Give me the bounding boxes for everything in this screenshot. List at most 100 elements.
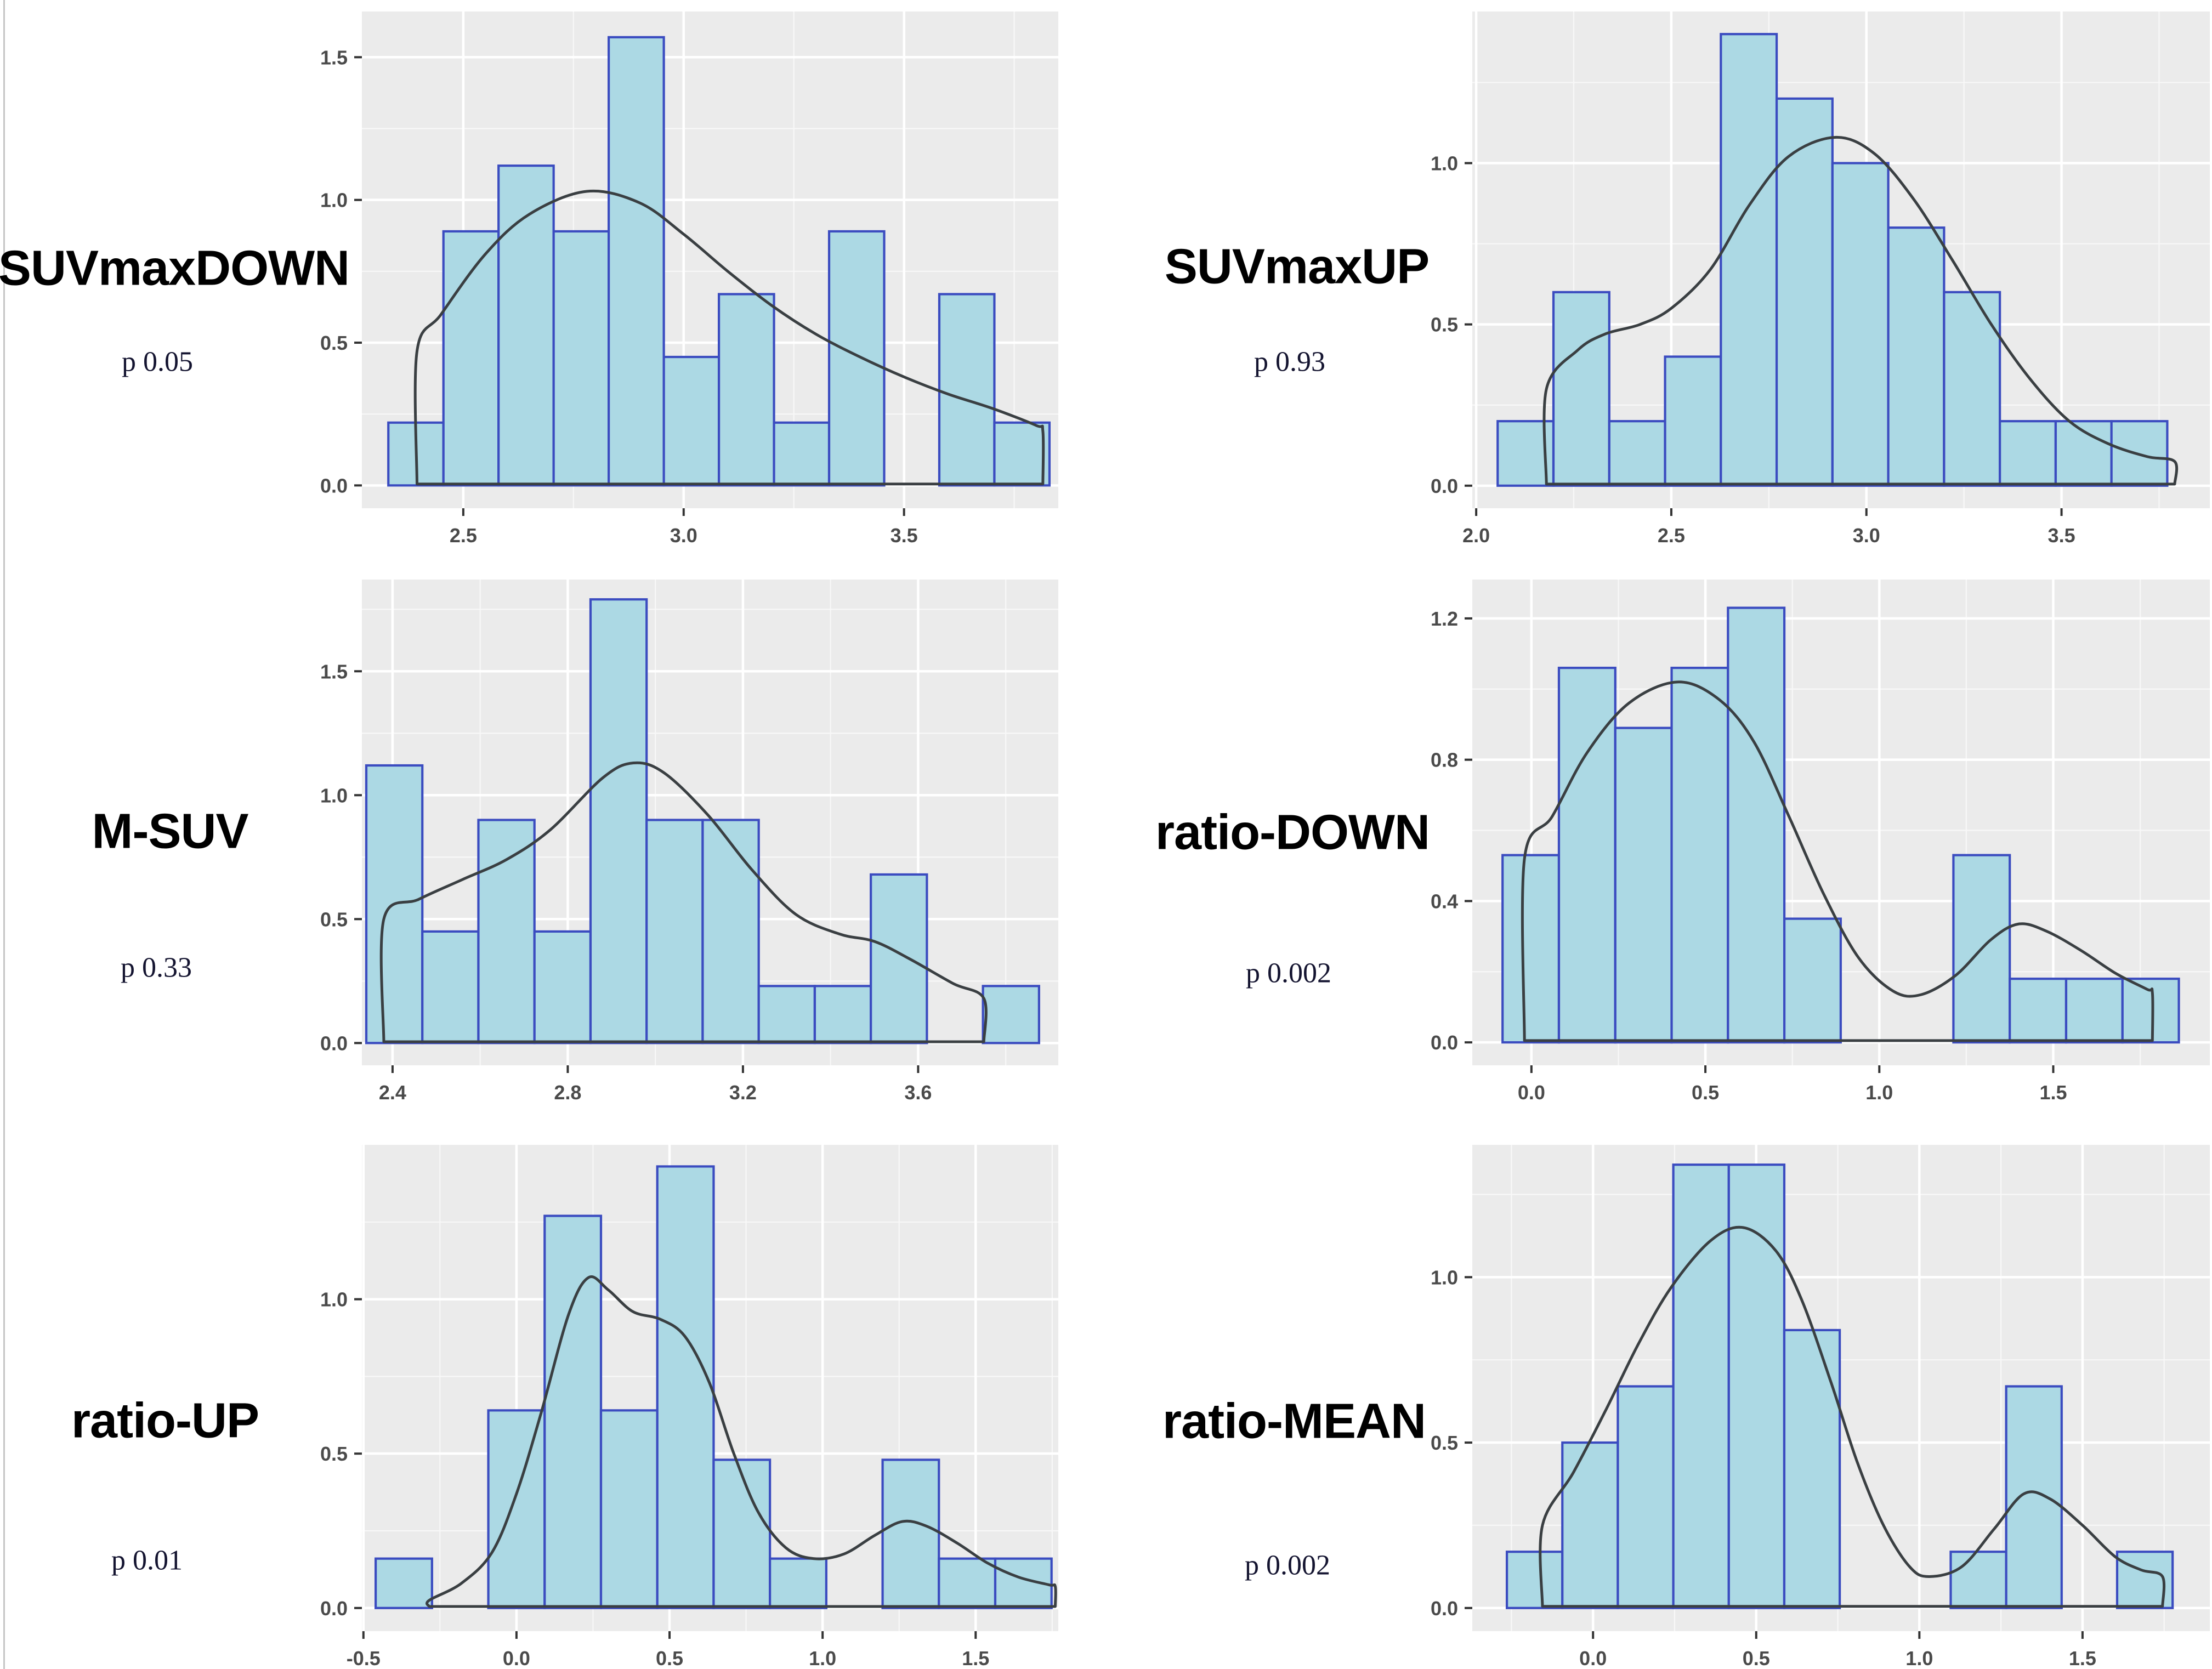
- histogram-bar: [1952, 854, 2011, 1044]
- histogram-bar: [1561, 1441, 1619, 1609]
- histogram-bar: [2005, 1385, 2063, 1609]
- x-axis-tick-label: 2.5: [1658, 524, 1685, 547]
- histogram-bar: [773, 421, 831, 487]
- y-axis-tick-label: 0.0: [1431, 1597, 1458, 1620]
- histogram-bar: [1949, 1551, 2007, 1609]
- y-axis-tick-label: 0.0: [1431, 1031, 1458, 1054]
- y-axis-tick-label: 1.5: [320, 660, 348, 683]
- histogram-bar: [1608, 420, 1666, 487]
- histogram-bar: [757, 985, 816, 1044]
- y-axis-tick-label: 1.0: [320, 189, 348, 212]
- x-axis-tick-label: 3.2: [729, 1081, 757, 1104]
- histogram-bar: [1783, 1329, 1841, 1609]
- x-axis-tick-label: 2.5: [450, 524, 477, 547]
- histogram-bar: [421, 930, 480, 1044]
- y-axis-tick-label: 0.5: [320, 908, 348, 930]
- histogram-bar: [717, 293, 775, 487]
- histogram-bar: [1727, 606, 1786, 1044]
- histogram-bar: [1775, 97, 1834, 487]
- histogram-bar: [1552, 291, 1610, 487]
- p-value-msuv: p 0.33: [121, 952, 192, 984]
- histogram-bar: [1664, 355, 1722, 487]
- histogram-bar: [813, 985, 872, 1044]
- chart-title-msuv: M-SUV: [92, 804, 249, 859]
- chart-title-ratio-up: ratio-UP: [71, 1393, 259, 1449]
- x-axis-tick-label: -0.5: [347, 1647, 381, 1669]
- x-axis-tick-label: 3.0: [670, 524, 697, 547]
- histogram-bar: [1831, 162, 1890, 487]
- histogram-bar: [1783, 917, 1842, 1044]
- histogram-svg: 0.0 0.5 1.0 1.5 0.0 0.5 1.0: [1431, 1145, 2210, 1669]
- x-axis-tick-label: 0.5: [1743, 1647, 1770, 1669]
- chart-title-suvmaxup: SUVmaxUP: [1164, 239, 1430, 294]
- x-axis-tick-label: 3.0: [1853, 524, 1880, 547]
- histogram-bar: [938, 1557, 997, 1609]
- density-curve: [1542, 135, 2179, 486]
- histogram-bar: [533, 930, 592, 1044]
- p-value-ratio-up: p 0.01: [111, 1545, 183, 1576]
- histogram-svg: 2.0 2.5 3.0 3.5 0.0 0.5 1.0: [1431, 12, 2210, 547]
- histogram-bar: [1505, 1551, 1564, 1609]
- x-axis-tick-label: 1.5: [2069, 1647, 2096, 1669]
- y-axis-tick-label: 0.0: [320, 1597, 348, 1620]
- histogram-bar: [1999, 420, 2057, 487]
- x-axis-tick-label: 1.0: [1865, 1081, 1893, 1104]
- density-curve: [1521, 680, 2154, 1042]
- y-axis-tick-label: 0.8: [1431, 749, 1458, 771]
- p-value-ratio-mean: p 0.002: [1245, 1549, 1330, 1581]
- density-curve: [379, 761, 988, 1043]
- histogram-bar: [938, 293, 996, 487]
- histogram-bar: [1943, 291, 2001, 487]
- histogram-bar: [1614, 726, 1673, 1044]
- histogram-bar: [701, 819, 760, 1044]
- histogram-bar: [1670, 666, 1729, 1044]
- x-axis-tick-label: 3.5: [891, 524, 918, 547]
- histogram-bar: [712, 1458, 772, 1609]
- y-axis-tick-label: 1.2: [1431, 608, 1458, 630]
- x-axis-tick-label: 0.5: [1692, 1081, 1719, 1104]
- histogram-bar: [375, 1557, 433, 1609]
- y-axis-tick-label: 1.0: [1431, 152, 1458, 175]
- histogram-bar: [589, 598, 648, 1044]
- x-axis-tick-label: 0.0: [1518, 1081, 1545, 1104]
- y-axis-tick-label: 0.0: [1431, 475, 1458, 497]
- density-curve: [1539, 1225, 2166, 1608]
- histogram-bar: [1672, 1163, 1730, 1609]
- histogram-bar: [552, 230, 610, 487]
- y-axis-tick-label: 0.5: [320, 332, 348, 354]
- x-axis-tick-label: 3.5: [2048, 524, 2075, 547]
- histogram-bar: [1557, 666, 1617, 1044]
- x-axis-tick-label: 1.5: [962, 1647, 989, 1669]
- chart-title-suvmaxdown: SUVmaxDOWN: [0, 241, 350, 296]
- density-curve: [413, 189, 1045, 486]
- histogram-bar: [487, 1409, 546, 1609]
- histogram-bar: [1887, 226, 1946, 487]
- histogram-bar: [982, 985, 1040, 1044]
- y-axis-tick-label: 1.0: [320, 1288, 348, 1311]
- y-axis-tick-label: 0.5: [1431, 314, 1458, 336]
- histogram-svg: 2.4 2.8 3.2 3.6 0.0 0.5 1.0 1.5: [320, 580, 1058, 1104]
- p-value-ratio-down: p 0.002: [1246, 957, 1331, 989]
- p-value-suvmaxup: p 0.93: [1254, 346, 1325, 378]
- histogram-bar: [2009, 978, 2068, 1044]
- x-axis-tick-label: 2.8: [554, 1081, 581, 1104]
- histogram-bar: [1720, 33, 1778, 487]
- histogram-bar: [662, 355, 721, 487]
- histogram-svg: -0.5 0.0 0.5 1.0 1.5 0.0 0.5 1.0: [320, 1145, 1058, 1669]
- histogram-bar: [1501, 854, 1561, 1044]
- histogram-svg: 0.0 0.5 1.0 1.5 0.0 0.4 0.8 1.2: [1431, 580, 2210, 1104]
- chart-title-ratio-mean: ratio-MEAN: [1162, 1394, 1426, 1449]
- histogram-bar: [645, 819, 704, 1044]
- histogram-bar: [477, 819, 536, 1044]
- y-axis-tick-label: 1.0: [1431, 1266, 1458, 1288]
- p-value-suvmaxdown: p 0.05: [122, 346, 193, 378]
- x-axis-tick-label: 2.0: [1462, 524, 1490, 547]
- y-axis-tick-label: 0.5: [320, 1443, 348, 1465]
- histogram-bar: [2064, 978, 2124, 1044]
- y-axis-tick-label: 0.0: [320, 474, 348, 497]
- y-axis-tick-label: 0.5: [1431, 1432, 1458, 1454]
- histogram-svg: 2.5 3.0 3.5 0.0 0.5 1.0 1.5: [320, 12, 1058, 547]
- x-axis-tick-label: 1.0: [809, 1647, 836, 1669]
- histogram-bar: [870, 873, 928, 1044]
- y-axis-tick-label: 0.4: [1431, 890, 1458, 912]
